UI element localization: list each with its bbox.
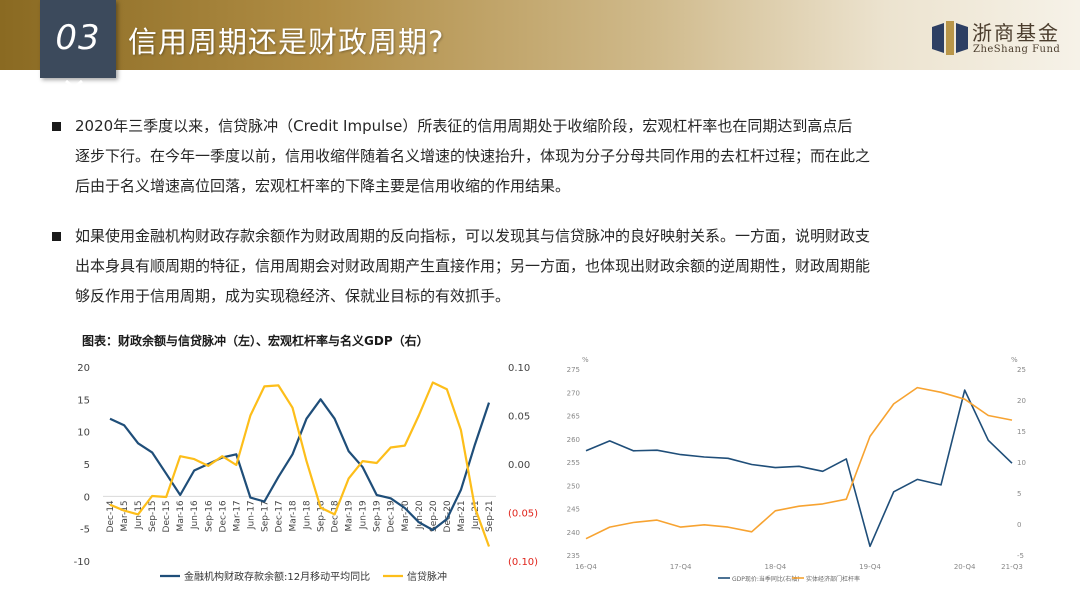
- x-tick-label: Sep-15: [148, 500, 158, 532]
- x-tick-label: 21-Q3: [1001, 563, 1023, 571]
- x-tick-label: Sep-21: [485, 500, 495, 532]
- y-right-tick-label: 15: [1017, 428, 1026, 436]
- y-right-tick-label: 0: [1017, 521, 1021, 529]
- x-tick-label: Dec-20: [443, 500, 453, 532]
- paragraph-2-line-2: 出本身具有顺周期的特征，信用周期会对财政周期产生直接作用；另一方面，也体现出财政…: [75, 257, 871, 275]
- x-tick-label: Mar-17: [232, 500, 242, 531]
- x-tick-label: Sep-16: [204, 500, 214, 532]
- x-tick-label: Jun-19: [359, 500, 369, 530]
- y-left-tick-label: -10: [74, 557, 90, 568]
- y-left-tick-label: 260: [567, 436, 580, 444]
- x-tick-label: Mar-19: [345, 500, 355, 531]
- y-right-tick-label: (0.05): [508, 509, 538, 520]
- x-tick-label: Dec-14: [106, 500, 116, 532]
- y-right-tick-label: 10: [1017, 459, 1026, 467]
- x-tick-label: Dec-16: [218, 500, 228, 532]
- series-line-1: [109, 398, 491, 532]
- x-tick-label: Sep-20: [429, 500, 439, 532]
- x-tick-label: Jun-21: [471, 500, 481, 530]
- y-left-tick-label: 275: [567, 366, 580, 374]
- y-right-tick-label: 20: [1017, 397, 1026, 405]
- section-badge: 03: [40, 0, 116, 78]
- x-tick-label: Jun-17: [246, 500, 256, 530]
- x-tick-label: 20-Q4: [954, 563, 976, 571]
- header-banner: [0, 0, 1080, 70]
- x-tick-label: Mar-20: [401, 500, 411, 531]
- y-left-tick-label: 0: [84, 492, 90, 503]
- logo-mark-icon: [932, 21, 968, 55]
- company-logo: 浙商基金 ZheShang Fund: [930, 17, 1070, 63]
- y-left-tick-label: 240: [567, 529, 580, 537]
- y-left-tick-label: 15: [77, 395, 90, 406]
- y-left-unit: %: [582, 356, 589, 364]
- paragraph-1-line-3: 后由于名义增速高位回落，宏观杠杆率的下降主要是信用收缩的作用结果。: [75, 177, 571, 195]
- y-left-tick-label: 255: [567, 459, 580, 467]
- legend-label: GDP现价:当季同比(右轴): [732, 575, 800, 583]
- x-tick-label: 19-Q4: [859, 563, 881, 571]
- x-tick-label: Dec-15: [162, 500, 172, 532]
- x-tick-label: Jun-18: [303, 500, 313, 530]
- x-tick-label: Mar-15: [120, 500, 130, 531]
- y-left-tick-label: 270: [567, 389, 580, 397]
- x-tick-label: Sep-17: [260, 500, 270, 532]
- x-tick-label: Sep-19: [373, 500, 383, 532]
- y-right-tick-label: 0.10: [508, 363, 530, 374]
- y-right-tick-label: 5: [1017, 490, 1021, 498]
- x-tick-label: Jun-20: [415, 500, 425, 530]
- x-tick-label: Dec-19: [387, 500, 397, 532]
- logo-english: ZheShang Fund: [973, 44, 1061, 55]
- logo-chinese: 浙商基金: [972, 21, 1060, 45]
- x-tick-label: Sep-18: [317, 500, 327, 532]
- y-left-tick-label: 20: [77, 363, 90, 374]
- x-tick-label: Mar-18: [288, 500, 298, 531]
- x-tick-label: Dec-17: [274, 500, 284, 532]
- y-right-unit: %: [1011, 356, 1018, 364]
- y-right-tick-label: 0.00: [508, 460, 530, 471]
- y-left-tick-label: 250: [567, 482, 580, 490]
- y-left-tick-label: 5: [84, 460, 90, 471]
- y-right-tick-label: 0.05: [508, 412, 530, 423]
- chart-caption: 图表：财政余额与信贷脉冲（左）、宏观杠杆率与名义GDP（右）: [82, 334, 429, 348]
- paragraph-2-line-1: 如果使用金融机构财政存款余额作为财政周期的反向指标，可以发现其与信贷脉冲的良好映…: [75, 227, 871, 245]
- series-line-2: [109, 381, 491, 547]
- paragraph-2-line-3: 够反作用于信用周期，成为实现稳经济、保就业目标的有效抓手。: [75, 287, 511, 305]
- legend-label: 金融机构财政存款余额:12月移动平均同比: [184, 570, 370, 583]
- x-tick-label: Mar-16: [176, 500, 186, 531]
- section-number: 03: [55, 18, 101, 58]
- bullet-square-icon: [52, 232, 61, 241]
- chevron-down-icon: [65, 79, 83, 90]
- x-tick-label: Jun-16: [190, 500, 200, 530]
- x-tick-label: Dec-18: [331, 500, 341, 532]
- y-left-tick-label: -5: [80, 525, 90, 536]
- paragraph-1-line-2: 逐步下行。在今年一季度以前，信用收缩伴随着名义增速的快速抬升，体现为分子分母共同…: [75, 147, 871, 165]
- y-left-tick-label: 245: [567, 506, 580, 514]
- y-left-tick-label: 265: [567, 413, 580, 421]
- legend-label: 实体经济部门杠杆率: [806, 575, 860, 583]
- y-right-tick-label: 25: [1017, 366, 1026, 374]
- x-tick-label: 16-Q4: [575, 563, 597, 571]
- paragraph-1-line-1: 2020年三季度以来，信贷脉冲（Credit Impulse）所表征的信用周期处…: [75, 117, 853, 135]
- y-left-tick-label: 235: [567, 552, 580, 560]
- x-tick-label: Mar-21: [457, 500, 467, 531]
- page-title: 信用周期还是财政周期?: [128, 25, 445, 59]
- series-line-1: [585, 389, 1013, 548]
- x-tick-label: Jun-15: [134, 500, 144, 530]
- bullet-square-icon: [52, 122, 61, 131]
- paragraph-2: 如果使用金融机构财政存款余额作为财政周期的反向指标，可以发现其与信贷脉冲的良好映…: [75, 221, 1035, 311]
- y-left-tick-label: 10: [77, 428, 90, 439]
- x-tick-label: 17-Q4: [670, 563, 692, 571]
- paragraph-1: 2020年三季度以来，信贷脉冲（Credit Impulse）所表征的信用周期处…: [75, 111, 1035, 201]
- series-line-2: [585, 386, 1013, 540]
- legend-label: 信贷脉冲: [407, 570, 447, 583]
- y-right-tick-label: (0.10): [508, 557, 538, 568]
- y-right-tick-label: -5: [1017, 552, 1024, 560]
- x-tick-label: 18-Q4: [765, 563, 787, 571]
